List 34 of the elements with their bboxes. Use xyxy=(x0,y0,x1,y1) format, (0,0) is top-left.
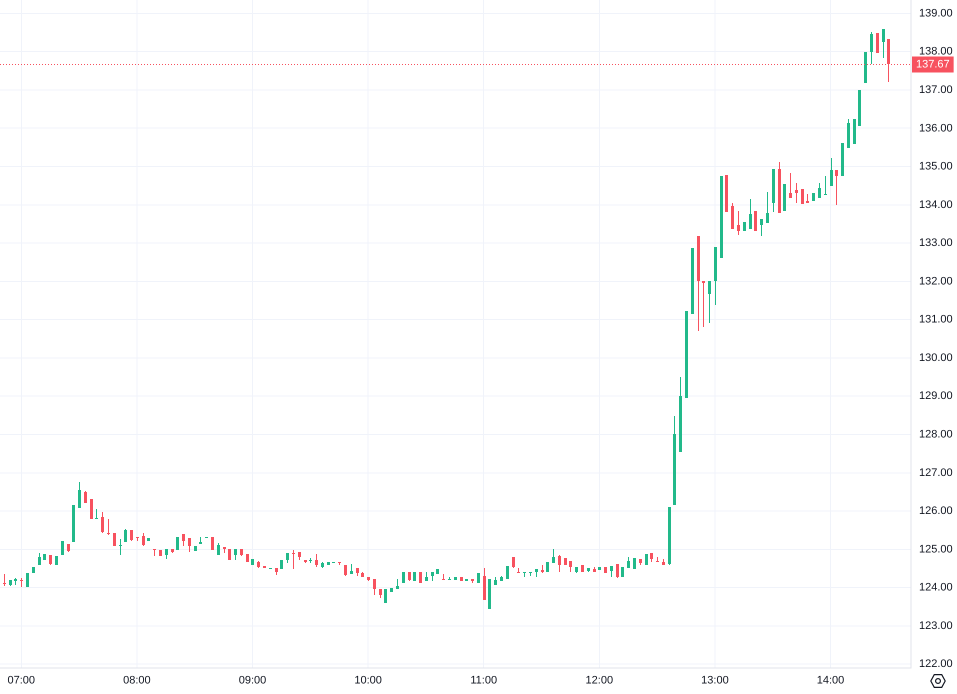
y-tick-label: 124.00 xyxy=(919,582,953,594)
y-tick-label: 128.00 xyxy=(919,428,953,441)
candlestick xyxy=(702,281,705,327)
y-tick-label: 130.00 xyxy=(919,352,953,364)
y-tick-label: 125.00 xyxy=(919,543,953,556)
x-tick-label: 08:00 xyxy=(123,674,151,687)
candlestick xyxy=(119,539,122,555)
x-tick-label: 14:00 xyxy=(816,674,844,687)
y-tick-label: 134.00 xyxy=(919,198,953,211)
y-tick-label: 129.00 xyxy=(919,390,953,402)
y-tick-label: 137.00 xyxy=(919,84,953,96)
candlestick xyxy=(107,519,110,535)
y-tick-label: 136.00 xyxy=(919,122,953,134)
y-tick-label: 126.00 xyxy=(919,505,953,518)
y-tick-label: 135.00 xyxy=(919,160,953,173)
candlestick xyxy=(292,550,295,569)
x-tick-label: 11:00 xyxy=(470,674,498,687)
candlestick xyxy=(3,574,6,586)
y-tick-label: 131.00 xyxy=(919,314,953,326)
y-tick-label: 127.00 xyxy=(919,466,953,479)
ref-line-label: 137.67 xyxy=(916,58,950,71)
y-tick-label: 138.00 xyxy=(919,46,953,58)
candlestick xyxy=(824,176,827,195)
x-tick-label: 09:00 xyxy=(238,674,266,687)
y-tick-label: 132.00 xyxy=(919,275,953,288)
x-tick-label: 13:00 xyxy=(701,674,729,687)
x-tick-label: 10:00 xyxy=(354,674,382,687)
y-tick-label: 122.00 xyxy=(919,658,953,670)
y-tick-label: 139.00 xyxy=(919,7,953,20)
x-tick-label: 12:00 xyxy=(586,674,614,687)
candlestick xyxy=(95,509,98,519)
y-tick-label: 133.00 xyxy=(919,237,953,250)
y-tick-label: 123.00 xyxy=(919,620,953,632)
x-tick-label: 07:00 xyxy=(8,674,36,687)
